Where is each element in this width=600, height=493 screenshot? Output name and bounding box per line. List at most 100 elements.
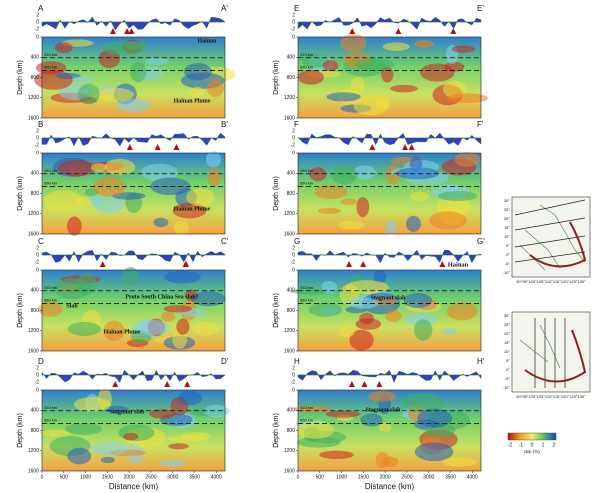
topo-tick-label: 2 bbox=[36, 245, 39, 251]
profile-start-label: D bbox=[38, 357, 44, 366]
annotation: Hainan Plume bbox=[174, 98, 211, 104]
velocity-anomaly bbox=[91, 441, 129, 456]
volcano bbox=[112, 381, 119, 387]
topo-tick-label: -2 bbox=[291, 259, 296, 265]
topo-tick-label: -2 bbox=[35, 379, 40, 385]
depth-axis-title: Depth (km) bbox=[273, 293, 280, 328]
depth-tick-label: 1200 bbox=[284, 211, 295, 217]
discontinuity-label: 410 km bbox=[44, 405, 58, 410]
volcano bbox=[126, 144, 133, 150]
topo-tick-label: 2 bbox=[292, 245, 295, 251]
velocity-anomaly bbox=[66, 216, 82, 236]
velocity-anomaly bbox=[67, 321, 101, 336]
velocity-anomaly bbox=[317, 207, 341, 215]
distance-tick-label: 500 bbox=[316, 474, 325, 480]
profile-start-label: B bbox=[38, 120, 43, 129]
velocity-anomaly bbox=[103, 320, 125, 342]
velocity-anomaly bbox=[161, 311, 176, 322]
topo-tick-label: 2 bbox=[292, 365, 295, 371]
velocity-anomaly bbox=[55, 72, 81, 80]
velocity-anomaly bbox=[308, 302, 342, 317]
velocity-anomaly bbox=[429, 211, 467, 230]
velocity-anomaly bbox=[204, 404, 230, 418]
velocity-anomaly bbox=[409, 191, 429, 202]
velocity-anomaly bbox=[301, 53, 330, 68]
volcano bbox=[128, 28, 135, 34]
velocity-anomaly bbox=[309, 167, 327, 182]
velocity-anomaly bbox=[353, 165, 376, 180]
topo-tick-label: 0 bbox=[292, 372, 295, 378]
depth-axis-title: Depth (km) bbox=[273, 413, 280, 448]
velocity-anomaly bbox=[100, 456, 115, 464]
depth-tick-label: 1600 bbox=[284, 115, 295, 121]
depth-tick-label: 0 bbox=[36, 150, 39, 156]
velocity-anomaly bbox=[77, 83, 100, 105]
topography bbox=[41, 132, 226, 147]
depth-tick-label: 0 bbox=[292, 387, 295, 393]
distance-tick-label: 2000 bbox=[380, 474, 391, 480]
velocity-anomaly bbox=[297, 69, 324, 85]
discontinuity-label: 660 km bbox=[44, 180, 58, 185]
velocity-anomaly bbox=[76, 196, 92, 208]
volcano bbox=[173, 144, 180, 150]
velocity-anomaly bbox=[190, 86, 205, 99]
velocity-anomaly bbox=[451, 45, 476, 53]
profile-start-label: A bbox=[38, 4, 44, 13]
velocity-anomaly bbox=[176, 318, 190, 335]
velocity-anomaly bbox=[340, 198, 358, 205]
annotation: Hainan Plume bbox=[174, 206, 211, 212]
depth-tick-label: 1600 bbox=[28, 348, 39, 354]
velocity-anomaly bbox=[65, 423, 103, 435]
velocity-anomaly bbox=[91, 163, 107, 172]
distance-tick-label: 3000 bbox=[167, 474, 178, 480]
velocity-anomaly bbox=[442, 457, 477, 467]
volcano bbox=[124, 28, 131, 34]
depth-tick-label: 800 bbox=[31, 75, 40, 81]
velocity-anomaly bbox=[345, 280, 389, 295]
map-lat-label: -10° bbox=[503, 270, 511, 275]
velocity-anomaly bbox=[373, 270, 387, 284]
velocity-anomaly bbox=[395, 167, 440, 180]
profile-start-label: G bbox=[294, 237, 300, 246]
distance-tick-label: 1000 bbox=[80, 474, 91, 480]
velocity-anomaly bbox=[403, 293, 433, 308]
velocity-anomaly bbox=[93, 176, 127, 197]
colorbar-tick-label: 1 bbox=[542, 442, 545, 448]
distance-tick-label: 2500 bbox=[401, 474, 412, 480]
colorbar-tick-label: 0 bbox=[531, 442, 534, 448]
volcano bbox=[154, 144, 161, 150]
depth-tick-label: 1200 bbox=[28, 95, 39, 101]
depth-tick-label: 400 bbox=[31, 408, 40, 414]
velocity-anomaly bbox=[296, 421, 335, 439]
velocity-anomaly bbox=[356, 196, 370, 218]
velocity-anomaly bbox=[153, 217, 169, 228]
depth-tick-label: 800 bbox=[287, 75, 296, 81]
velocity-anomaly bbox=[191, 291, 226, 307]
topo-tick-label: 0 bbox=[36, 372, 39, 378]
velocity-anomaly bbox=[414, 39, 435, 48]
depth-tick-label: 1600 bbox=[28, 115, 39, 121]
distance-tick-label: 2000 bbox=[124, 474, 135, 480]
annotation: Stagnant slab bbox=[110, 409, 146, 415]
profile-start-label: C bbox=[38, 237, 44, 246]
depth-tick-label: 400 bbox=[31, 55, 40, 61]
topography bbox=[41, 249, 226, 263]
topography bbox=[297, 16, 482, 30]
depth-tick-label: 1600 bbox=[28, 468, 39, 474]
colorbar-title: dvp (%) bbox=[524, 449, 540, 454]
depth-tick-label: 800 bbox=[287, 428, 296, 434]
topo-tick-label: 0 bbox=[36, 252, 39, 258]
velocity-anomaly bbox=[121, 267, 140, 287]
distance-tick-label: 3000 bbox=[423, 474, 434, 480]
volcano bbox=[346, 261, 353, 267]
topo-tick-label: 0 bbox=[36, 19, 39, 25]
distance-tick-label: 4000 bbox=[211, 474, 222, 480]
map-lat-label: -5° bbox=[505, 376, 511, 381]
discontinuity-label: 660 km bbox=[300, 297, 314, 302]
velocity-anomaly bbox=[390, 84, 418, 93]
topo-tick-label: 0 bbox=[292, 135, 295, 141]
velocity-anomaly bbox=[168, 443, 189, 450]
map-lat-label: 10° bbox=[504, 234, 510, 239]
profile-start-label: F bbox=[294, 120, 299, 129]
depth-tick-label: 800 bbox=[31, 308, 40, 314]
